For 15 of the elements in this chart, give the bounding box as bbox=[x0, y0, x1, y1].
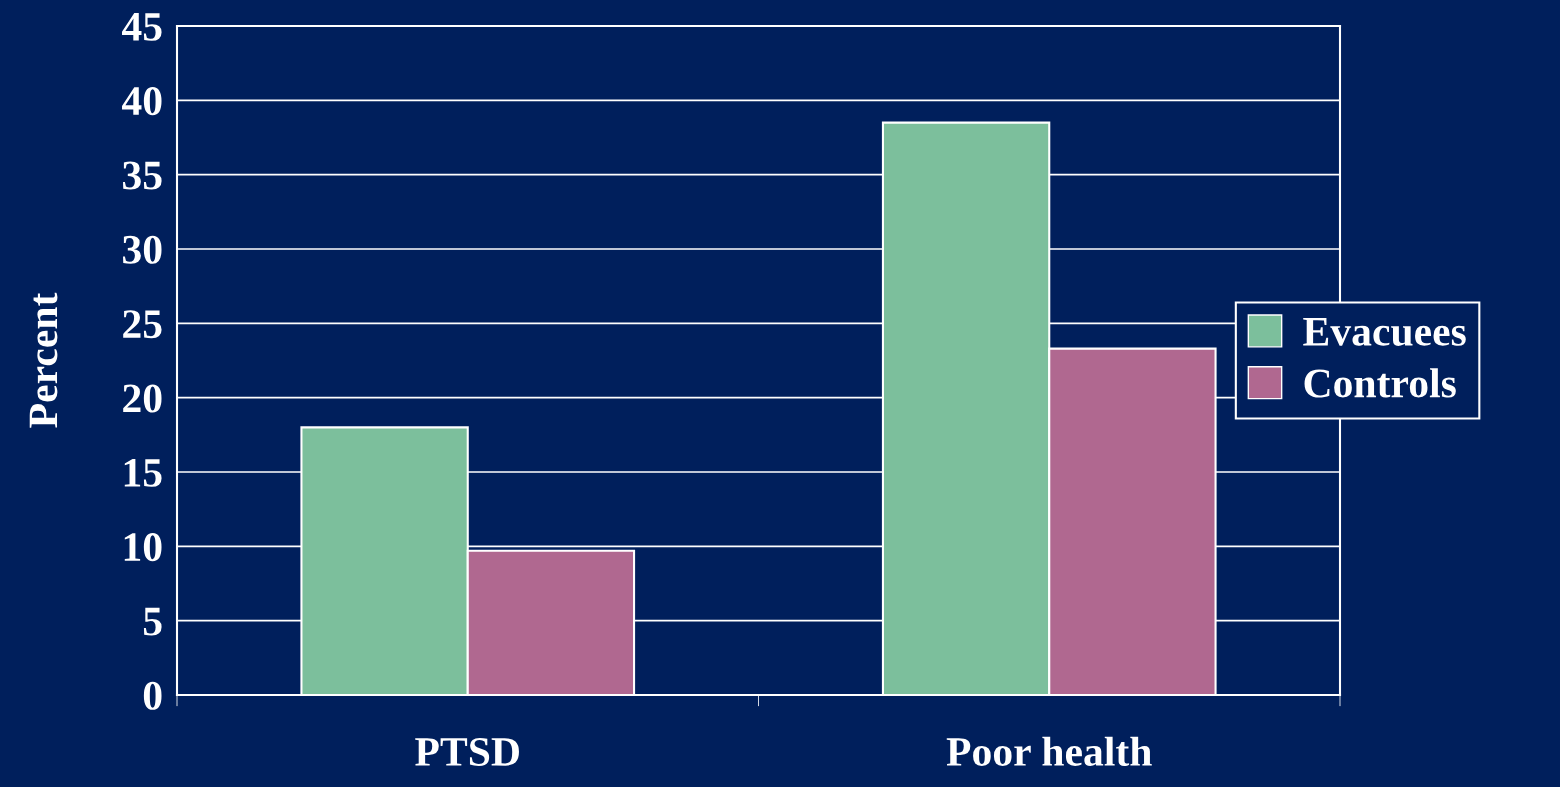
x-tick-label: PTSD bbox=[415, 737, 519, 766]
y-tick-label: 45 bbox=[122, 13, 162, 41]
y-tick-label: 5 bbox=[143, 607, 162, 636]
y-tick-label: 30 bbox=[123, 235, 162, 264]
legend-label: Controls bbox=[1304, 368, 1456, 398]
y-tick-label: 35 bbox=[123, 161, 162, 190]
legend-label: Evacuees bbox=[1303, 318, 1466, 346]
y-axis-title: Percent bbox=[29, 292, 58, 428]
y-tick-label: 15 bbox=[124, 458, 162, 487]
y-tick-label: 25 bbox=[123, 310, 162, 339]
y-tick-label: 0 bbox=[143, 681, 162, 710]
y-tick-label: 40 bbox=[122, 87, 162, 116]
y-tick-label: 10 bbox=[124, 533, 162, 562]
y-tick-label: 20 bbox=[123, 384, 162, 413]
x-tick-label: Poor health bbox=[946, 736, 1152, 766]
